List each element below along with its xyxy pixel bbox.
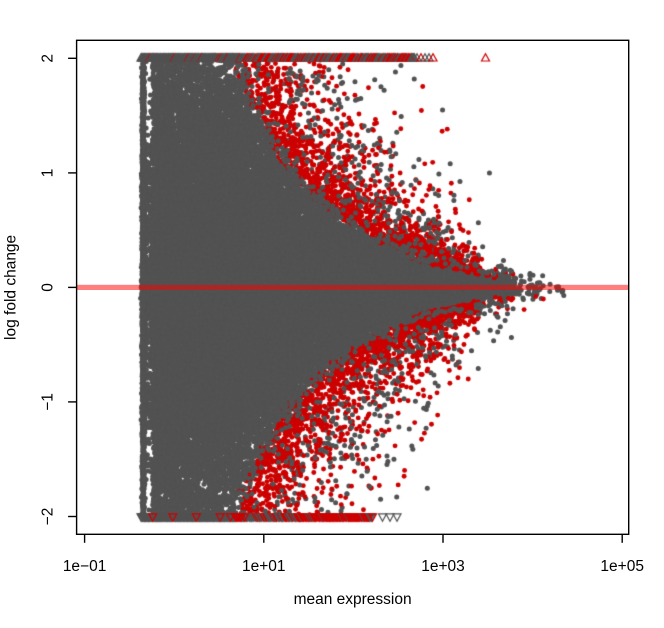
svg-text:mean expression: mean expression (294, 591, 412, 608)
svg-text:2: 2 (40, 54, 57, 63)
svg-text:1e+05: 1e+05 (600, 558, 644, 575)
svg-text:log fold change: log fold change (3, 235, 20, 340)
svg-text:−1: −1 (40, 393, 57, 411)
svg-text:1e+01: 1e+01 (242, 558, 286, 575)
svg-text:1e+03: 1e+03 (421, 558, 465, 575)
svg-text:1e−01: 1e−01 (63, 558, 107, 575)
svg-text:0: 0 (40, 283, 57, 292)
svg-text:1: 1 (40, 169, 57, 178)
svg-text:−2: −2 (40, 508, 57, 526)
